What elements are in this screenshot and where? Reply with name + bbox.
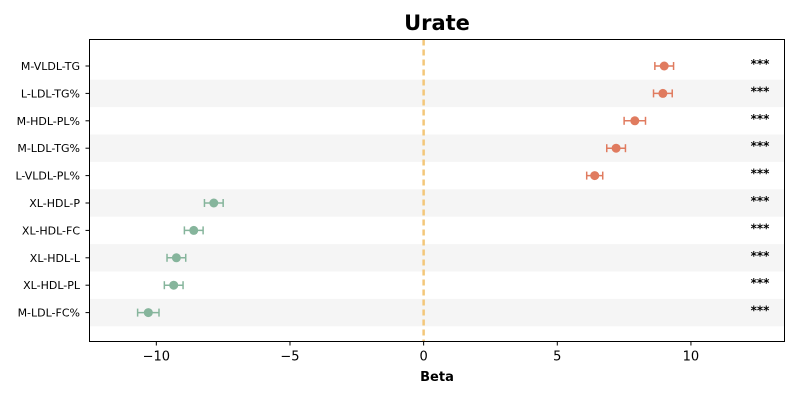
y-tick-label: M-LDL-TG% (17, 142, 80, 155)
x-tick-label: −5 (280, 350, 299, 365)
y-tick-label: M-HDL-PL% (17, 115, 80, 128)
significance-label: *** (751, 167, 771, 181)
chart-title: Urate (404, 11, 470, 35)
beta-point (169, 280, 179, 290)
y-tick-label: L-VLDL-PL% (15, 170, 80, 183)
significance-label: *** (751, 84, 771, 98)
y-tick-label: L-LDL-TG% (21, 87, 80, 100)
plot-frame (89, 39, 785, 342)
y-tick-label: XL-HDL-L (30, 252, 81, 265)
beta-point (630, 116, 640, 126)
beta-point (658, 88, 668, 98)
y-tick-label: M-LDL-FC% (18, 307, 80, 320)
row-stripe (89, 298, 785, 327)
beta-point (209, 198, 219, 208)
y-axis-labels: M-VLDL-TG L-LDL-TG% M-HDL-PL% M-LDL-TG% L-VL… (15, 60, 90, 320)
row-stripe (89, 79, 785, 108)
significance-label: *** (751, 221, 771, 235)
significance-label: *** (751, 304, 771, 318)
significance-labels: *** *** *** *** *** *** *** *** *** *** (751, 57, 771, 318)
significance-label: *** (751, 112, 771, 126)
y-tick-label: M-VLDL-TG (21, 60, 80, 73)
x-tick-label: 0 (419, 350, 427, 365)
row-stripe (89, 189, 785, 217)
beta-point (611, 143, 621, 153)
significance-label: *** (751, 194, 771, 208)
significance-label: *** (751, 57, 771, 71)
x-axis: −10 −5 0 5 10 (143, 341, 700, 365)
y-tick-label: XL-HDL-FC (22, 224, 80, 237)
beta-point (189, 225, 199, 235)
x-tick-label: 5 (553, 350, 561, 365)
y-tick-label: XL-HDL-P (29, 197, 80, 210)
row-stripes (89, 79, 785, 327)
row-stripe (89, 134, 785, 162)
beta-point (143, 308, 153, 318)
beta-point (659, 61, 669, 71)
beta-point (171, 253, 181, 263)
significance-label: *** (751, 249, 771, 263)
x-tick-label: −10 (143, 350, 170, 365)
data-marks (136, 61, 675, 318)
x-tick-label: 10 (683, 350, 700, 365)
row-stripe (89, 244, 785, 272)
y-tick-label: XL-HDL-PL (23, 279, 81, 292)
beta-point (590, 171, 600, 181)
significance-label: *** (751, 276, 771, 290)
x-axis-label: Beta (420, 370, 454, 385)
significance-label: *** (751, 139, 771, 153)
